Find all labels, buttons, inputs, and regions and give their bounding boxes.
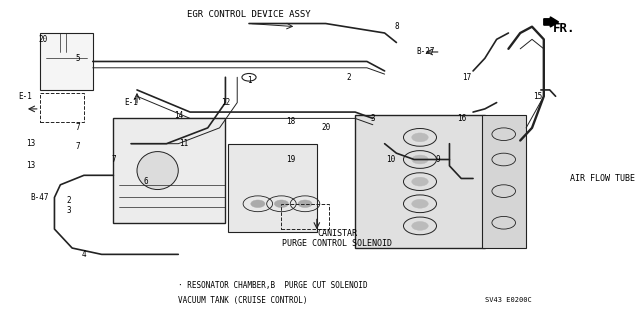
Text: 11: 11 [180,139,189,148]
Text: 7: 7 [76,142,81,151]
Text: 3: 3 [371,114,375,123]
Circle shape [275,200,289,208]
Text: EGR CONTROL DEVICE ASSY: EGR CONTROL DEVICE ASSY [188,10,311,19]
Circle shape [251,200,265,208]
FancyBboxPatch shape [355,115,485,248]
Text: 7: 7 [76,123,81,132]
Text: 9: 9 [435,155,440,164]
Text: B-27: B-27 [417,48,435,56]
Text: 20: 20 [38,35,47,44]
Text: 12: 12 [221,98,230,107]
Circle shape [412,133,428,142]
Text: 10: 10 [386,155,395,164]
Text: FR.: FR. [553,22,575,35]
Text: 20: 20 [321,123,330,132]
Circle shape [412,155,428,164]
Text: 5: 5 [76,54,81,63]
Text: 18: 18 [285,117,295,126]
Text: 2: 2 [67,196,72,205]
Text: 8: 8 [394,22,399,31]
FancyBboxPatch shape [482,115,526,248]
Circle shape [412,177,428,186]
Text: AIR FLOW TUBE: AIR FLOW TUBE [570,174,636,183]
Text: 1: 1 [246,76,252,85]
Circle shape [298,200,312,208]
Circle shape [412,199,428,208]
FancyBboxPatch shape [40,33,93,90]
Circle shape [412,221,428,230]
FancyBboxPatch shape [113,118,225,223]
Text: 14: 14 [173,111,183,120]
Text: 4: 4 [82,250,86,259]
Text: 7: 7 [111,155,116,164]
Text: 15: 15 [533,92,543,101]
Text: 19: 19 [285,155,295,164]
Ellipse shape [137,152,179,189]
Text: 2: 2 [347,73,351,82]
FancyArrow shape [544,17,559,27]
Text: B-47: B-47 [31,193,49,202]
Text: 3: 3 [67,206,72,215]
Text: 13: 13 [26,161,35,170]
Text: 13: 13 [26,139,35,148]
Text: SV43 E0200C: SV43 E0200C [485,297,532,303]
Text: 17: 17 [463,73,472,82]
Text: VACUUM TANK (CRUISE CONTROL): VACUUM TANK (CRUISE CONTROL) [179,296,308,305]
FancyBboxPatch shape [228,144,317,232]
Text: · RESONATOR CHAMBER,B  PURGE CUT SOLENOID: · RESONATOR CHAMBER,B PURGE CUT SOLENOID [179,281,368,291]
Text: CANISTAR
PURGE CONTROL SOLENOID: CANISTAR PURGE CONTROL SOLENOID [282,229,392,248]
Text: E-1: E-1 [124,98,138,107]
Text: 6: 6 [143,177,148,186]
Text: 16: 16 [456,114,466,123]
Text: E-1: E-1 [18,92,32,101]
